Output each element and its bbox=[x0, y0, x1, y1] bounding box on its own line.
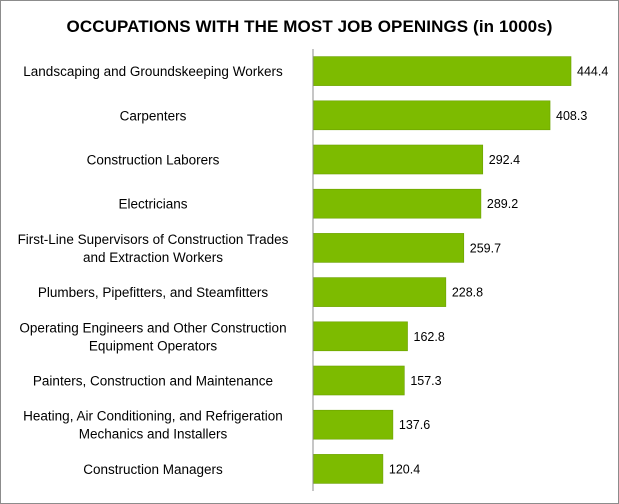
value-label-operating-engineers-and-other-construction-equipment-operators: 162.8 bbox=[414, 330, 445, 344]
category-label-line: Carpenters bbox=[120, 108, 187, 123]
category-label-line: and Extraction Workers bbox=[83, 250, 223, 265]
bar-heating-air-conditioning-and-refrigeration-mechanics-and-installers bbox=[312, 409, 394, 440]
bar-painters-construction-and-maintenance bbox=[312, 365, 405, 396]
category-label-plumbers-pipefitters-and-steamfitters: Plumbers, Pipefitters, and Steamfitters bbox=[38, 285, 269, 300]
category-label-line: Construction Laborers bbox=[87, 153, 220, 168]
category-label-construction-laborers: Construction Laborers bbox=[87, 153, 220, 168]
value-label-electricians: 289.2 bbox=[487, 197, 518, 211]
value-label-first-line-supervisors-of-construction-trades-and-extraction-workers: 259.7 bbox=[470, 241, 501, 255]
category-label-construction-managers: Construction Managers bbox=[83, 462, 223, 477]
chart-title: OCCUPATIONS WITH THE MOST JOB OPENINGS (… bbox=[66, 17, 553, 36]
bar-construction-managers bbox=[312, 454, 384, 484]
bar-first-line-supervisors-of-construction-trades-and-extraction-workers bbox=[312, 233, 465, 263]
category-label-line: Heating, Air Conditioning, and Refrigera… bbox=[23, 409, 283, 424]
category-label-line: Operating Engineers and Other Constructi… bbox=[19, 320, 286, 335]
bar-landscaping-and-groundskeeping-workers bbox=[312, 56, 572, 86]
bar-carpenters bbox=[312, 100, 551, 131]
category-label-line: First-Line Supervisors of Construction T… bbox=[18, 232, 289, 247]
bar-construction-laborers bbox=[312, 144, 484, 175]
category-labels: Landscaping and Groundskeeping Workers Ca… bbox=[18, 64, 289, 477]
value-label-landscaping-and-groundskeeping-workers: 444.4 bbox=[577, 65, 608, 79]
category-label-heating-air-conditioning-and-refrigeration-mechanics-and-installers: Heating, Air Conditioning, and Refrigera… bbox=[23, 409, 283, 442]
value-labels: 444.4 408.3 292.4 289.2 259.7 228.8 162.8 157.3… bbox=[389, 65, 608, 477]
category-label-line: Plumbers, Pipefitters, and Steamfitters bbox=[38, 285, 269, 300]
bar-electricians bbox=[312, 188, 482, 219]
value-label-construction-managers: 120.4 bbox=[389, 462, 420, 476]
category-label-first-line-supervisors-of-construction-trades-and-extraction-workers: First-Line Supervisors of Construction T… bbox=[18, 232, 289, 265]
category-label-line: Painters, Construction and Maintenance bbox=[33, 374, 273, 389]
category-label-line: Construction Managers bbox=[83, 462, 223, 477]
category-label-painters-construction-and-maintenance: Painters, Construction and Maintenance bbox=[33, 374, 273, 389]
value-label-carpenters: 408.3 bbox=[556, 109, 587, 123]
category-label-operating-engineers-and-other-construction-equipment-operators: Operating Engineers and Other Constructi… bbox=[19, 320, 286, 353]
category-label-carpenters: Carpenters bbox=[120, 108, 187, 123]
value-label-heating-air-conditioning-and-refrigeration-mechanics-and-installers: 137.6 bbox=[399, 418, 430, 432]
category-label-landscaping-and-groundskeeping-workers: Landscaping and Groundskeeping Workers bbox=[23, 64, 283, 79]
category-label-line: Electricians bbox=[118, 197, 187, 212]
category-label-electricians: Electricians bbox=[118, 197, 187, 212]
value-label-plumbers-pipefitters-and-steamfitters: 228.8 bbox=[452, 286, 483, 300]
bar-plumbers-pipefitters-and-steamfitters bbox=[312, 277, 447, 307]
value-label-construction-laborers: 292.4 bbox=[489, 153, 520, 167]
category-label-line: Mechanics and Installers bbox=[79, 427, 228, 442]
value-label-painters-construction-and-maintenance: 157.3 bbox=[410, 374, 441, 388]
category-label-line: Landscaping and Groundskeeping Workers bbox=[23, 64, 283, 79]
bar-operating-engineers-and-other-construction-equipment-operators bbox=[312, 321, 408, 352]
category-label-line: Equipment Operators bbox=[89, 338, 218, 353]
bars bbox=[312, 56, 572, 484]
